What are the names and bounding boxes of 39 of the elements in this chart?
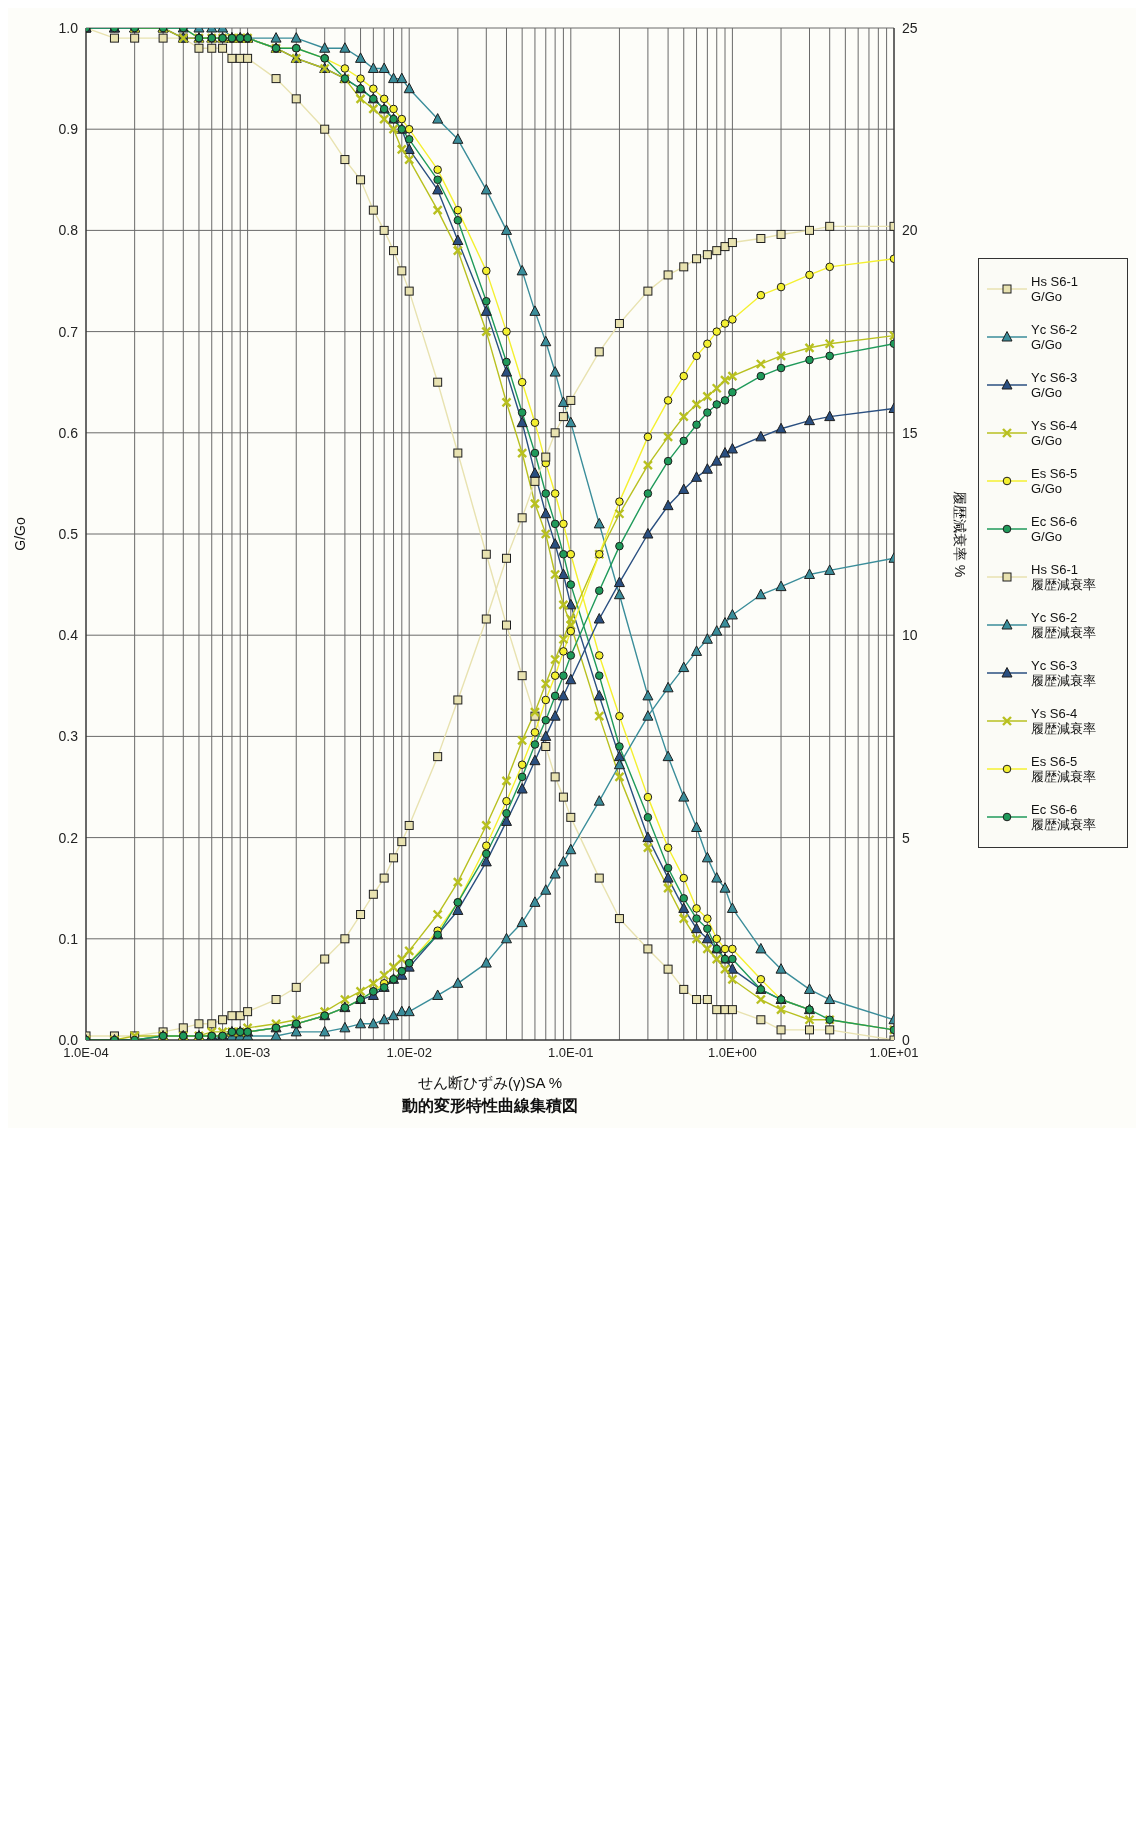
legend-label: Yc S6-3 履歴減衰率 [1031,658,1097,688]
legend-label: Ys S6-4 G/Go [1031,418,1079,448]
y2-tick-label: 10 [902,627,918,644]
x-tick-label: 1.0E-02 [386,1045,432,1061]
y2-tick-label: 20 [902,222,918,239]
y-tick-label: 0.1 [58,930,79,947]
y-tick-label: 0.0 [58,1031,79,1048]
x-tick-label: 1.0E+01 [869,1045,919,1061]
y2-tick-label: 5 [902,829,910,846]
legend-label: Yc S6-2 履歴減衰率 [1031,610,1097,640]
y-tick-label: 0.7 [58,323,79,340]
y2-tick-label: 15 [902,424,918,441]
legend-label: Yc S6-2 G/Go [1031,322,1079,352]
y-tick-label: 0.3 [58,728,79,745]
legend-label: Yc S6-3 G/Go [1031,370,1079,400]
legend-label: Ec S6-6 G/Go [1031,514,1079,544]
legend-label: Hs S6-1 G/Go [1031,274,1079,304]
x-tick-label: 1.0E-04 [63,1045,109,1061]
y-tick-label: 0.6 [58,424,79,441]
y-tick-label: 0.9 [58,121,79,138]
legend-label: Es S6-5 履歴減衰率 [1031,754,1097,784]
y-tick-label: 1.0 [58,19,79,36]
x-tick-label: 1.0E-03 [224,1045,271,1061]
legend-label: Hs S6-1 履歴減衰率 [1031,562,1097,592]
x-tick-label: 1.0E+00 [708,1045,757,1061]
y-axis-title: G/Go [11,517,28,551]
y-tick-label: 0.2 [58,829,79,846]
legend-label: Ec S6-6 履歴減衰率 [1031,802,1097,832]
y2-tick-label: 25 [902,19,918,36]
text: 動的変形特性曲線集積図 [401,1096,579,1116]
legend-label: Ys S6-4 履歴減衰率 [1031,706,1097,736]
x-axis-title: せん断ひずみ(γ)SA % [417,1074,563,1092]
legend-label: Es S6-5 G/Go [1031,466,1079,496]
y-tick-label: 0.8 [58,222,79,239]
y-tick-label: 0.4 [58,627,79,644]
y2-tick-label: 0 [902,1031,910,1048]
y-tick-label: 0.5 [58,525,79,542]
x-tick-label: 1.0E-01 [548,1045,594,1061]
y2-axis-title: 履歴減衰率 % [952,490,969,578]
